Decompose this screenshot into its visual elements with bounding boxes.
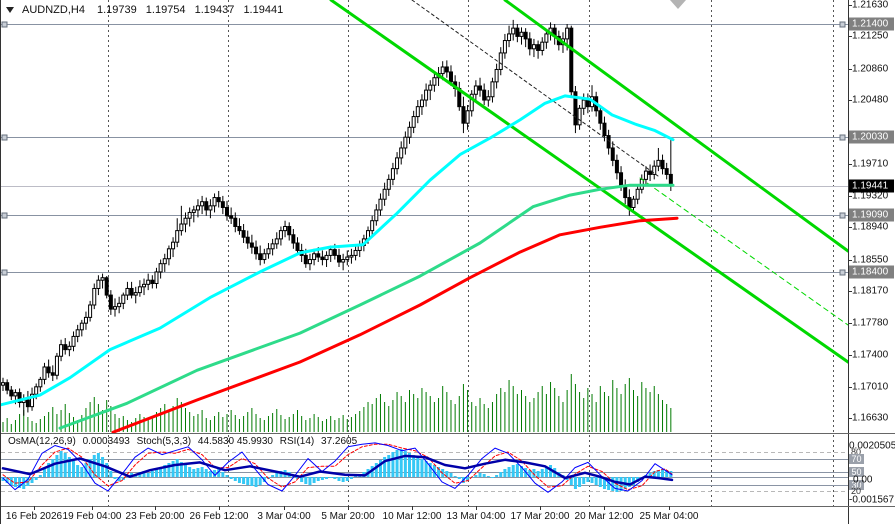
indicator-pane[interactable] xyxy=(1,442,848,493)
moving-averages xyxy=(1,94,679,433)
close-value: 1.19441 xyxy=(243,4,284,16)
price-tick-label: 1.19710 xyxy=(852,158,889,170)
line-handle[interactable] xyxy=(839,134,846,141)
low-value: 1.19437 xyxy=(194,4,235,16)
line-handle[interactable] xyxy=(839,212,846,219)
line-handle[interactable] xyxy=(1,212,8,219)
indicator-scale-label: 0.0020505 xyxy=(849,440,895,452)
rsi-label: RSI(14) xyxy=(279,436,315,447)
price-level-badge: 1.19090 xyxy=(849,208,894,222)
ma-slow-red xyxy=(111,216,679,433)
rsi-line xyxy=(1,454,674,486)
chart-shift-marker-icon[interactable] xyxy=(670,0,686,9)
indicator-scale-label: -0.001567 xyxy=(849,494,895,506)
price-tick-label: 1.21630 xyxy=(852,0,889,11)
line-handle[interactable] xyxy=(839,21,846,28)
time-axis-label: 5 Mar 20:00 xyxy=(321,511,375,522)
price-tick-label: 1.16630 xyxy=(852,412,889,424)
price-tick-label: 1.17780 xyxy=(852,317,889,329)
price-tick-label: 1.18550 xyxy=(852,254,889,266)
line-handles[interactable] xyxy=(1,21,846,276)
ohlc-values: 1.19739 1.19754 1.19437 1.19441 xyxy=(91,4,283,16)
price-tick-label: 1.17010 xyxy=(852,381,889,393)
indicator-level-label: 30 xyxy=(849,480,864,490)
time-axis-label: 19 Feb 04:00 xyxy=(62,511,122,522)
high-value: 1.19754 xyxy=(145,4,186,16)
ma-mid-teal xyxy=(58,183,675,430)
line-handle[interactable] xyxy=(1,21,8,28)
price-tick-label: 1.21250 xyxy=(852,30,889,42)
indicator-level-label: 70 xyxy=(849,454,864,464)
channel-upper-line[interactable] xyxy=(503,0,848,253)
price-tick-label: 1.17400 xyxy=(852,349,889,361)
time-axis-label: 23 Feb 20:00 xyxy=(125,511,185,522)
open-value: 1.19739 xyxy=(96,4,137,16)
price-tick-label: 1.18940 xyxy=(852,221,889,233)
price-level-badge: 1.21400 xyxy=(849,17,894,31)
channel-mid-line[interactable] xyxy=(329,0,848,364)
price-level-badge: 1.18400 xyxy=(849,265,894,279)
rsi-value: 37.2605 xyxy=(321,436,358,447)
trendlines[interactable] xyxy=(329,0,848,364)
line-handle[interactable] xyxy=(1,134,8,141)
price-tick-label: 1.19320 xyxy=(852,190,889,202)
volume-bars xyxy=(2,374,672,432)
time-axis-label: 26 Feb 12:00 xyxy=(189,511,249,522)
indicator-label-bar: OsMA(12,26,9) 0.0003493 Stoch(5,3,3) 44.… xyxy=(8,436,361,447)
time-axis-label: 20 Mar 12:00 xyxy=(574,511,634,522)
osma-value: 0.0003493 xyxy=(82,436,130,447)
symbol-period-label: AUDNZD,H4 xyxy=(22,4,85,16)
stoch-k-line xyxy=(2,442,673,493)
time-axis-label: 13 Mar 04:00 xyxy=(446,511,506,522)
time-axis-label: 25 Mar 04:00 xyxy=(639,511,699,522)
time-axis-label: 3 Mar 04:00 xyxy=(257,511,311,522)
price-level-badge: 1.20030 xyxy=(849,130,894,144)
price-tick-label: 1.20860 xyxy=(852,63,889,75)
current-price-badge: 1.19441 xyxy=(849,179,894,193)
line-handle[interactable] xyxy=(839,269,846,276)
line-handle[interactable] xyxy=(1,269,8,276)
resistance-dashed-line[interactable] xyxy=(411,0,659,177)
axis-ticks xyxy=(34,5,852,510)
price-tick-label: 1.20480 xyxy=(852,94,889,106)
chart-title-bar: AUDNZD,H4 1.19739 1.19754 1.19437 1.1944… xyxy=(6,4,283,16)
collapse-arrow-icon[interactable] xyxy=(6,7,14,13)
time-axis-label: 17 Mar 20:00 xyxy=(510,511,570,522)
projection-dashed-line[interactable] xyxy=(639,177,848,326)
osma-label: OsMA(12,26,9) xyxy=(8,436,76,447)
indicator-level-label: 50 xyxy=(849,467,864,477)
stoch-label: Stoch(5,3,3) xyxy=(136,436,192,447)
ma-fast-cyan xyxy=(1,94,675,407)
period-separators xyxy=(108,0,834,506)
time-axis-label: 10 Mar 12:00 xyxy=(382,511,442,522)
time-axis-label: 16 Feb 2026 xyxy=(5,511,63,522)
stoch-values: 44.5830 45.9930 xyxy=(197,436,273,447)
indicator-level-label: 80 xyxy=(851,447,862,457)
indicator-level-label: 20 xyxy=(851,486,862,496)
price-tick-label: 1.18170 xyxy=(852,285,889,297)
main-pane[interactable] xyxy=(0,0,848,433)
indicator-scale-label: 0.00 xyxy=(853,474,873,486)
candles xyxy=(1,19,673,416)
